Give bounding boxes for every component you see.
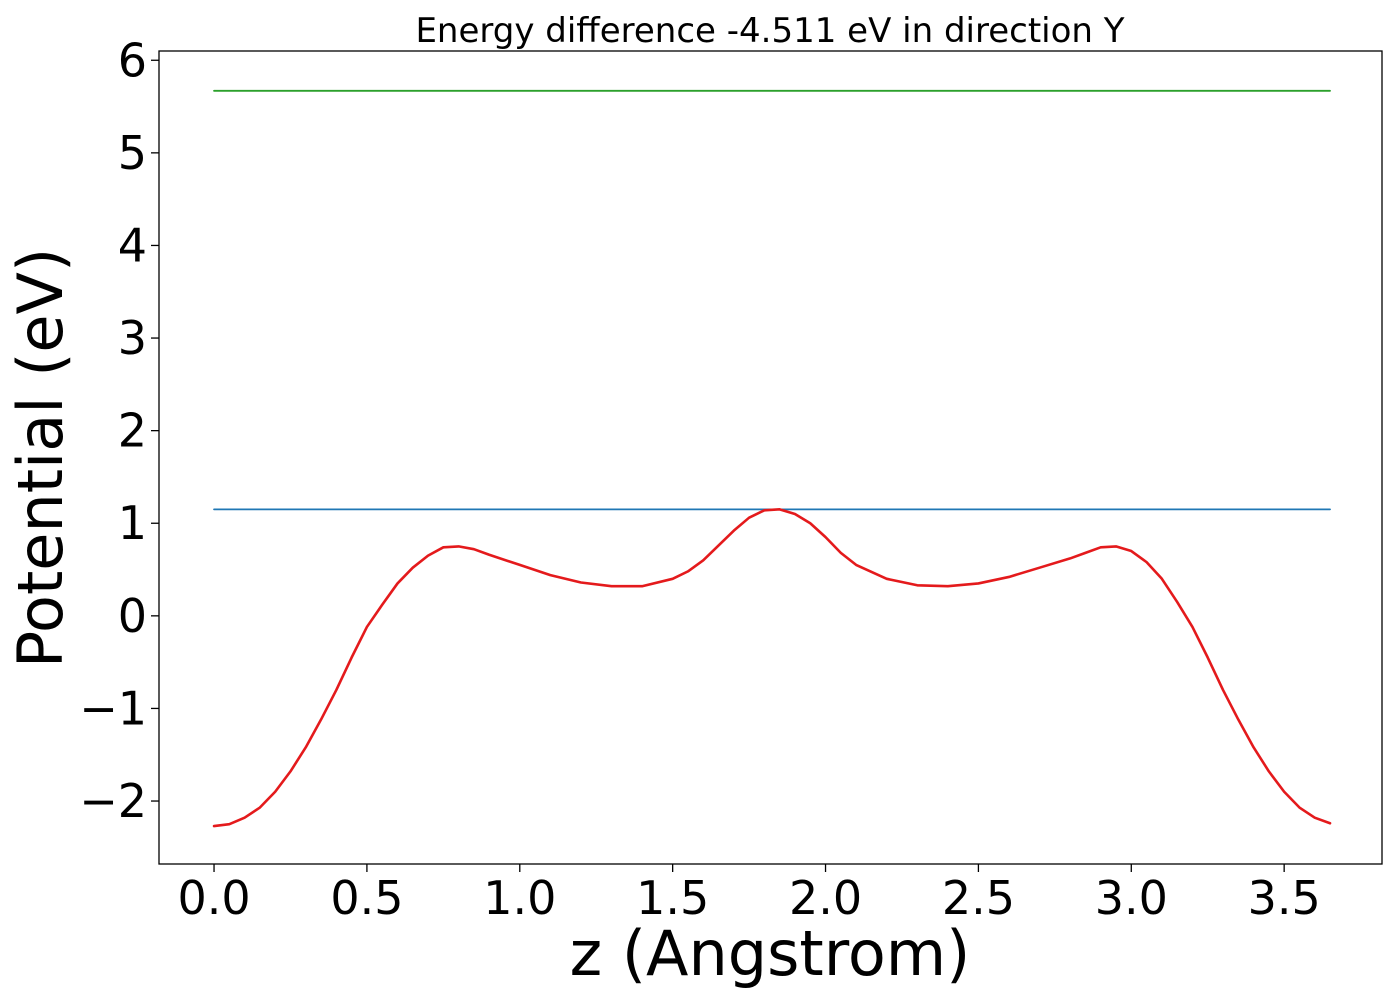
x-tick-label: 2.5 <box>942 871 1015 925</box>
y-tick-label: −1 <box>79 681 147 735</box>
x-tick-label: 1.0 <box>483 871 556 925</box>
x-tick-label: 3.0 <box>1095 871 1168 925</box>
x-axis: 0.0 0.5 1.0 1.5 2.0 2.5 3.0 3.5 <box>177 864 1321 925</box>
series-layer <box>212 89 1332 828</box>
y-axis: −2 −1 0 1 2 3 4 5 6 <box>79 33 159 828</box>
y-tick-label: 2 <box>118 404 147 458</box>
x-tick-label: 2.0 <box>789 871 862 925</box>
series-line-3 <box>212 508 1332 828</box>
x-axis-label: z (Angstrom) <box>570 917 971 990</box>
plot-frame <box>158 50 1383 865</box>
y-axis-label: Potential (eV) <box>4 248 77 668</box>
y-tick-label: 4 <box>118 218 147 272</box>
plot-area <box>158 50 1383 865</box>
y-tick-label: 5 <box>118 126 147 180</box>
chart-title: Energy difference -4.511 eV in direction… <box>415 11 1124 51</box>
x-tick-label: 0.5 <box>330 871 403 925</box>
y-tick-label: 1 <box>118 496 147 550</box>
y-tick-label: −2 <box>79 774 147 828</box>
x-tick-label: 0.0 <box>177 871 250 925</box>
x-tick-label: 1.5 <box>636 871 709 925</box>
y-tick-label: 0 <box>118 589 147 643</box>
y-tick-label: 3 <box>118 311 147 365</box>
y-tick-label: 6 <box>118 33 147 87</box>
x-tick-label: 3.5 <box>1248 871 1321 925</box>
